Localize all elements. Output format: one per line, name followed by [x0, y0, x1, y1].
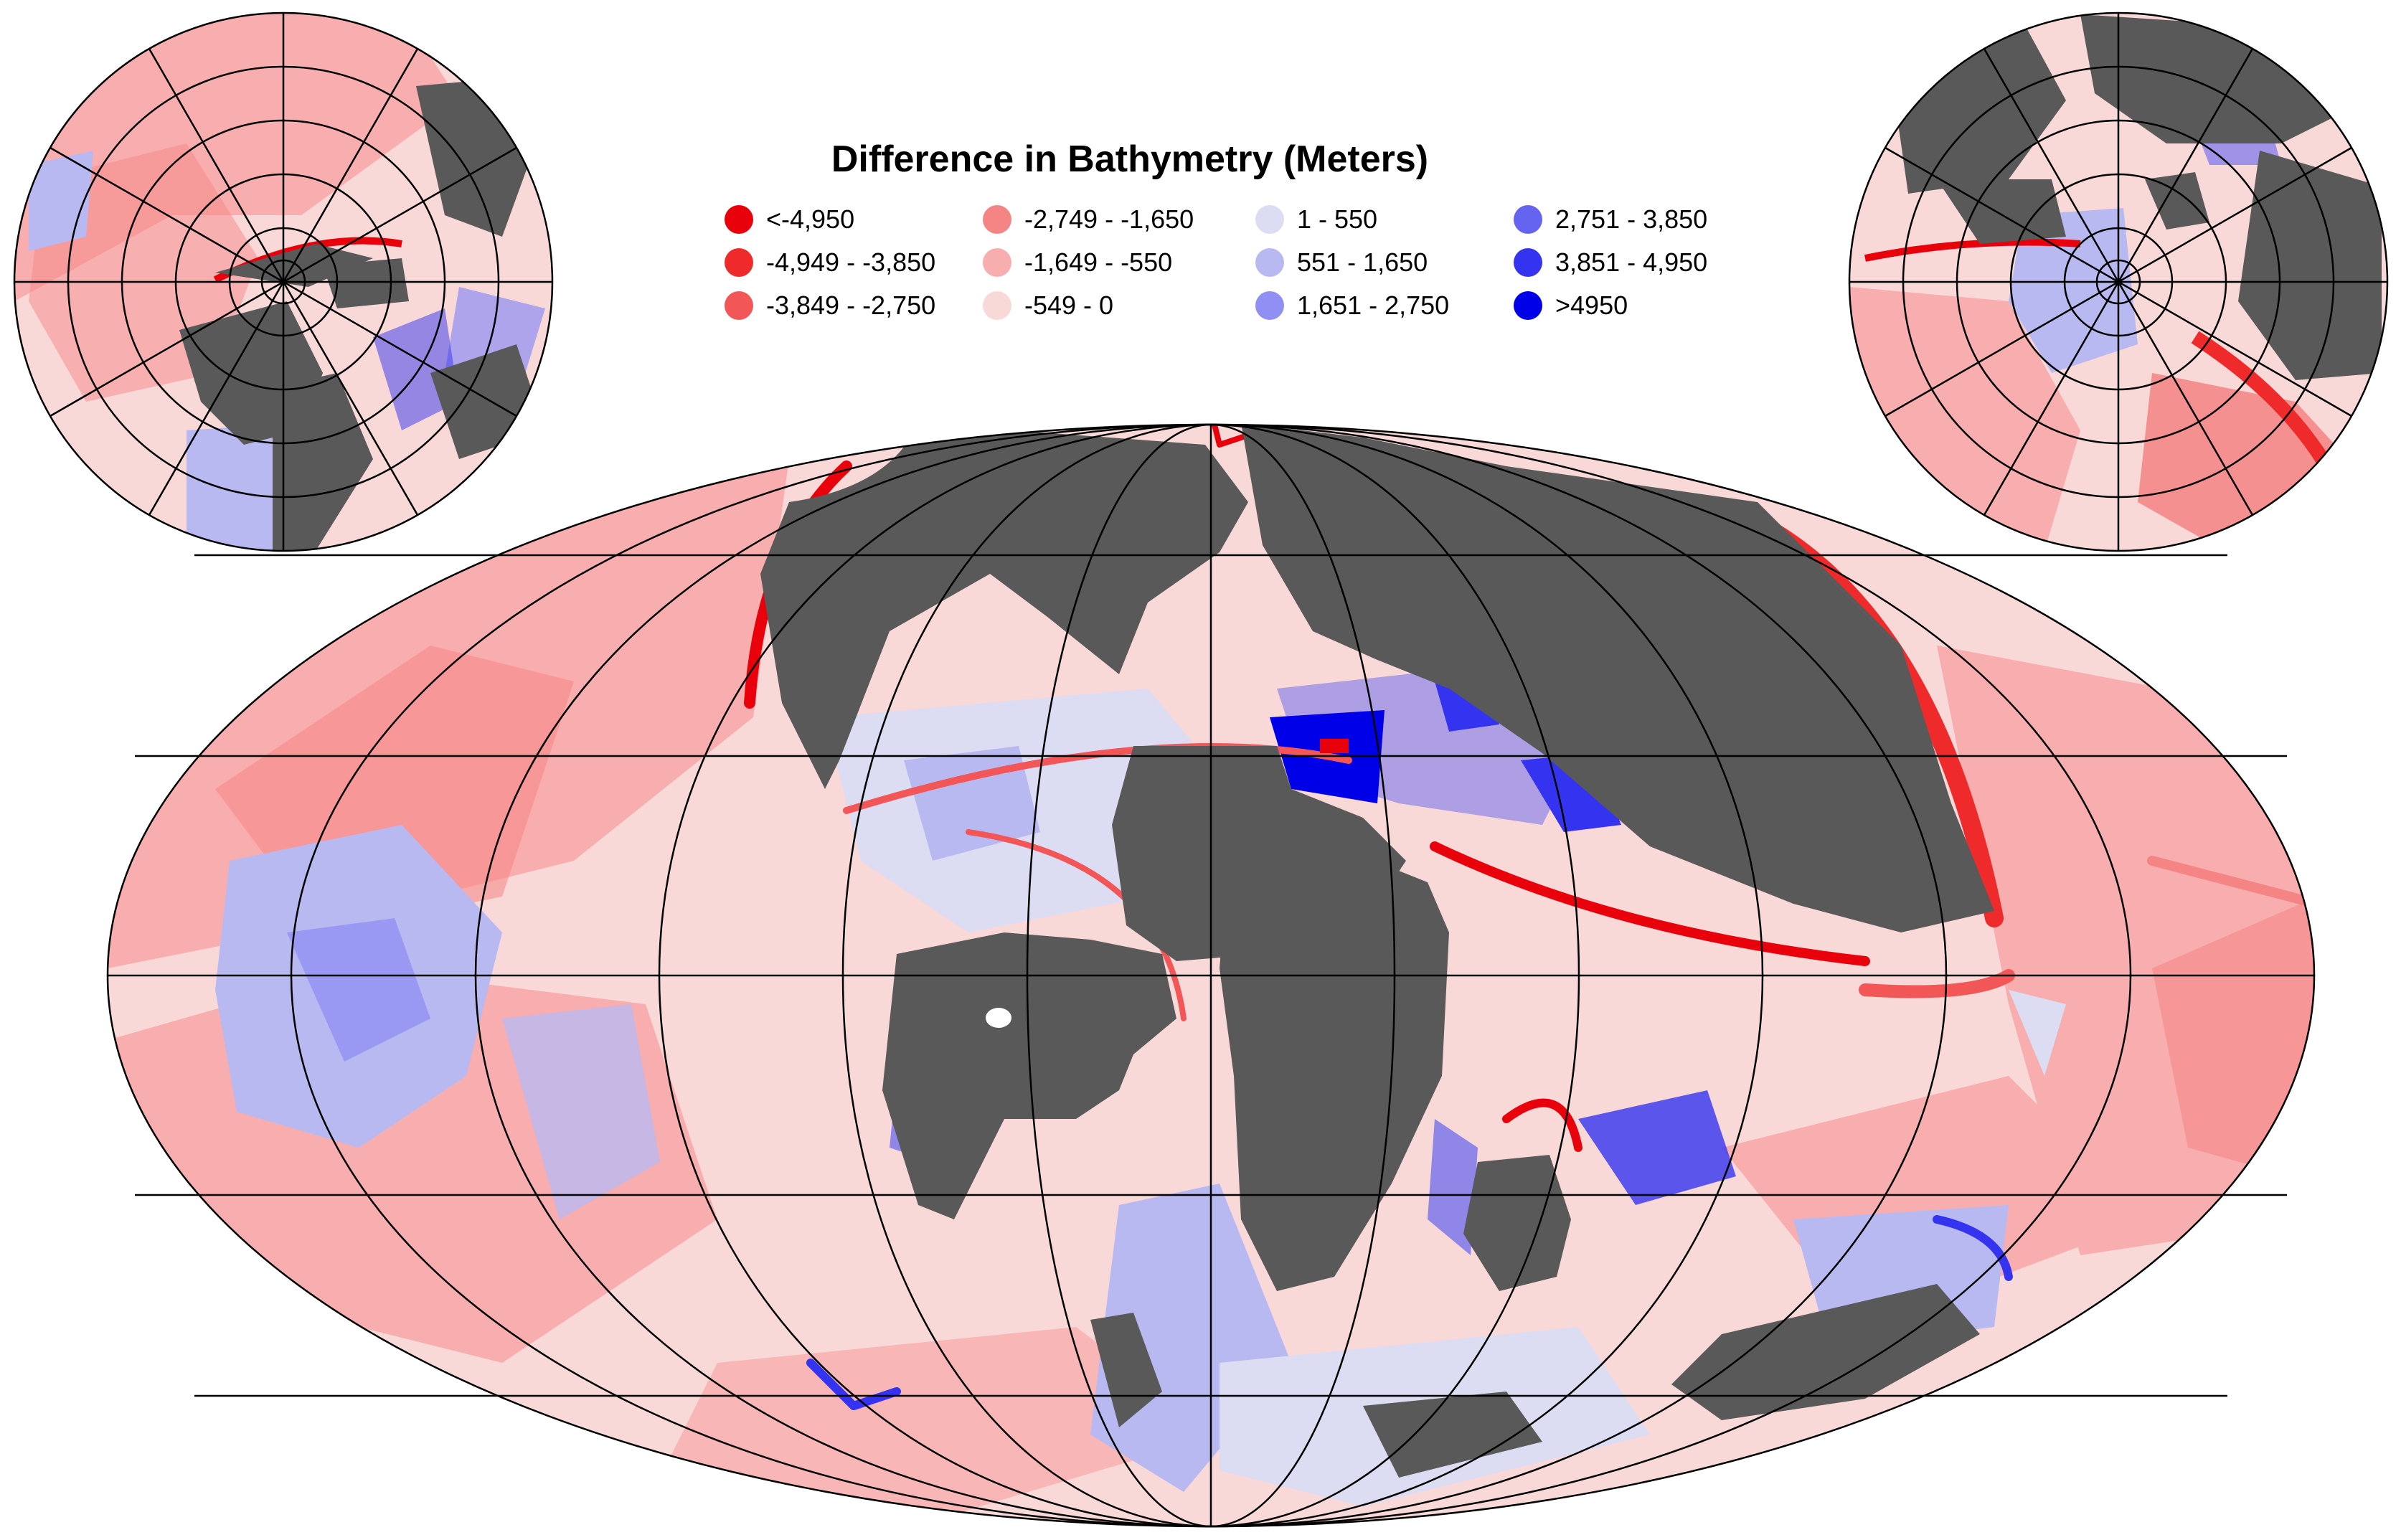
landmass-eurasia	[1241, 425, 1994, 932]
legend-label: -549 - 0	[1024, 290, 1114, 320]
legend-item: >4950	[1514, 287, 1628, 324]
landmass-africa-north	[1112, 746, 1406, 961]
landmass-antarctica-east	[1363, 1392, 1542, 1478]
legend-label: -1,649 - -550	[1024, 247, 1173, 277]
legend-label: <-4,950	[766, 204, 855, 234]
main-graticule	[106, 423, 2316, 1528]
legend-item: -549 - 0	[983, 287, 1113, 324]
legend-item: 3,851 - 4,950	[1514, 244, 1707, 281]
north-polar-inset	[13, 11, 554, 552]
legend-label: 3,851 - 4,950	[1555, 247, 1708, 277]
south-polar-inset	[1848, 11, 2389, 552]
landmass-madagascar	[1463, 1155, 1571, 1291]
hotspot-marker	[1320, 739, 1349, 753]
south-margin-line-1	[1864, 238, 2081, 262]
legend-label: -2,749 - -1,650	[1024, 204, 1194, 234]
south-graticule	[1848, 11, 2389, 552]
legend-label: 551 - 1,650	[1297, 247, 1428, 277]
legend-label: -3,849 - -2,750	[766, 290, 936, 320]
legend-swatch	[1514, 248, 1542, 277]
landmass-north-america	[760, 425, 1248, 789]
legend-swatch	[1255, 205, 1284, 234]
main-mollweide-map	[106, 423, 2316, 1528]
landmass-africa-south	[1220, 854, 1449, 1291]
legend-label: 2,751 - 3,850	[1555, 204, 1708, 234]
legend-swatch	[725, 291, 753, 320]
legend-label: 1,651 - 2,750	[1297, 290, 1450, 320]
legend-label: 1 - 550	[1297, 204, 1378, 234]
north-zone-positive-2	[187, 423, 294, 551]
legend-item: -3,849 - -2,750	[725, 287, 935, 324]
legend-swatch	[725, 205, 753, 234]
legend-item: -4,949 - -3,850	[725, 244, 935, 281]
legend-item: 2,751 - 3,850	[1514, 201, 1707, 238]
legend-title: Difference in Bathymetry (Meters)	[831, 138, 1429, 180]
legend-label: -4,949 - -3,850	[766, 247, 936, 277]
legend-swatch	[1255, 291, 1284, 320]
south-zone-positive-1	[2009, 208, 2138, 373]
landmass-australia	[1671, 1284, 1980, 1420]
legend-swatch	[983, 291, 1011, 320]
legend-swatch	[1255, 248, 1284, 277]
legend-item: <-4,950	[725, 201, 854, 238]
north-zone-positive-1	[29, 151, 93, 251]
legend-item: -1,649 - -550	[983, 244, 1172, 281]
legend-item: 551 - 1,650	[1255, 244, 1428, 281]
legend-item: -2,749 - -1,650	[983, 201, 1194, 238]
legend-item: 1,651 - 2,750	[1255, 287, 1449, 324]
legend-swatch	[1514, 291, 1542, 320]
legend-swatch	[983, 205, 1011, 234]
legend-item: 1 - 550	[1255, 201, 1377, 238]
legend-swatch	[725, 248, 753, 277]
landmasses	[760, 425, 1994, 1478]
north-graticule	[13, 11, 554, 552]
landmass-antarctic-fragment	[1090, 1313, 1162, 1427]
legend-swatch	[1514, 205, 1542, 234]
legend-label: >4950	[1555, 290, 1628, 320]
inland-lake	[986, 1008, 1011, 1028]
legend-swatch	[983, 248, 1011, 277]
